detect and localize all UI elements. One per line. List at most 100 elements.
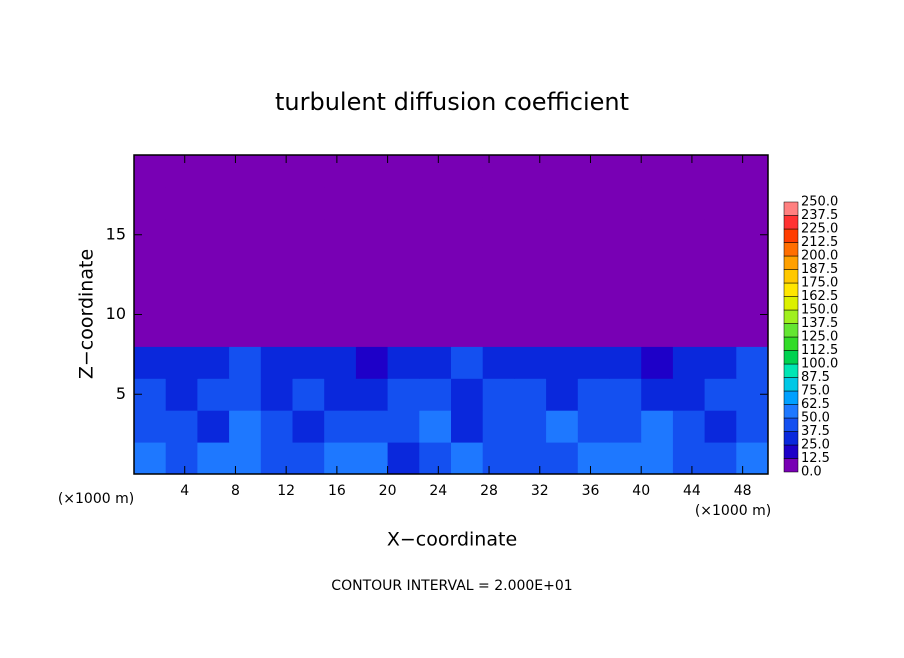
field-cell bbox=[451, 250, 484, 284]
colorbar-swatch bbox=[783, 255, 799, 270]
field-cell bbox=[324, 282, 357, 315]
field-cell bbox=[451, 314, 484, 347]
field-cell bbox=[134, 155, 167, 188]
field-cell bbox=[641, 155, 674, 188]
field-cell bbox=[292, 314, 325, 347]
field-cell bbox=[419, 314, 452, 347]
field-cell bbox=[577, 218, 610, 252]
field-cell bbox=[514, 186, 547, 220]
colorbar-swatch bbox=[783, 431, 799, 446]
x-axis-label: X−coordinate bbox=[387, 529, 517, 551]
field-cell bbox=[704, 218, 737, 252]
field-cell bbox=[260, 314, 293, 347]
field-cell bbox=[260, 155, 293, 188]
field-cell bbox=[482, 218, 515, 252]
field-cell bbox=[546, 314, 579, 347]
x-tick-label: 12 bbox=[277, 483, 295, 499]
field-cell bbox=[641, 186, 674, 220]
field-cell bbox=[419, 410, 452, 443]
field-cell bbox=[672, 314, 706, 347]
x-tick-label: 48 bbox=[734, 483, 752, 499]
field-cell bbox=[419, 378, 452, 411]
x-tick-label: 24 bbox=[429, 483, 447, 499]
field-cell bbox=[419, 155, 452, 188]
x-tick-label: 36 bbox=[582, 483, 600, 499]
field-cell bbox=[451, 186, 484, 220]
field-cell bbox=[704, 314, 737, 347]
annotation: CONTOUR INTERVAL = 2.000E+01 bbox=[331, 578, 572, 594]
field-cell bbox=[641, 218, 674, 252]
colorbar-swatch bbox=[783, 350, 799, 365]
field-cell bbox=[355, 314, 389, 347]
x-unit: (×1000 m) bbox=[695, 503, 771, 519]
colorbar-swatch bbox=[783, 377, 799, 392]
field-cell bbox=[609, 186, 642, 220]
field-cell bbox=[134, 346, 167, 379]
field-cell bbox=[546, 282, 579, 315]
colorbar-label: 225.0 bbox=[801, 222, 838, 237]
field-cell bbox=[609, 346, 642, 379]
field-cell bbox=[609, 378, 642, 411]
colorbar-swatch bbox=[783, 269, 799, 284]
field-cell bbox=[641, 250, 674, 284]
field-cell bbox=[577, 250, 610, 284]
field-cell bbox=[355, 218, 389, 252]
colorbar-swatch bbox=[783, 363, 799, 378]
x-tick-label: 16 bbox=[328, 483, 346, 499]
field-cell bbox=[134, 442, 167, 475]
field-cell bbox=[292, 282, 325, 315]
field-cell bbox=[324, 442, 357, 475]
colorbar-label: 187.5 bbox=[801, 262, 838, 277]
field-cell bbox=[387, 218, 420, 252]
field-cell bbox=[165, 218, 198, 252]
field-cell bbox=[514, 442, 547, 475]
field-cell bbox=[260, 410, 293, 443]
field-cell bbox=[229, 155, 262, 188]
field-cell bbox=[546, 155, 579, 188]
colorbar-label: 125.0 bbox=[801, 330, 838, 345]
field-cell bbox=[577, 314, 610, 347]
field-cell bbox=[482, 442, 515, 475]
field-cell bbox=[672, 218, 706, 252]
colorbar-label: 37.5 bbox=[801, 424, 830, 439]
colorbar-label: 87.5 bbox=[801, 370, 830, 385]
field-cell bbox=[736, 155, 769, 188]
field-cell bbox=[355, 186, 389, 220]
field-cell bbox=[514, 218, 547, 252]
field-cell bbox=[514, 314, 547, 347]
colorbar-label: 50.0 bbox=[801, 411, 830, 426]
field-cell bbox=[197, 186, 230, 220]
field-cell bbox=[419, 218, 452, 252]
field-cell bbox=[641, 442, 674, 475]
field-cell bbox=[324, 218, 357, 252]
field-cell bbox=[704, 442, 737, 475]
field-cell bbox=[197, 314, 230, 347]
x-tick-label: 20 bbox=[379, 483, 397, 499]
field-cell bbox=[260, 282, 293, 315]
field-cell bbox=[324, 314, 357, 347]
y-unit: (×1000 m) bbox=[58, 491, 134, 507]
field-cell bbox=[165, 282, 198, 315]
field-cell bbox=[387, 250, 420, 284]
field-cell bbox=[451, 282, 484, 315]
field-cell bbox=[482, 155, 515, 188]
field-cell bbox=[641, 346, 674, 379]
field-cell bbox=[292, 442, 325, 475]
field-cell bbox=[672, 378, 706, 411]
x-tick-label: 40 bbox=[632, 483, 650, 499]
field-cell bbox=[387, 378, 420, 411]
field-cell bbox=[704, 186, 737, 220]
field-cell bbox=[229, 378, 262, 411]
field-cell bbox=[324, 155, 357, 188]
colorbar-label: 150.0 bbox=[801, 303, 838, 318]
field-cell bbox=[387, 314, 420, 347]
colorbar-swatch bbox=[783, 458, 799, 473]
colorbar-swatch bbox=[783, 390, 799, 405]
colorbar-label: 250.0 bbox=[801, 195, 838, 210]
field-cell bbox=[419, 186, 452, 220]
colorbar-label: 212.5 bbox=[801, 235, 838, 250]
field-cell bbox=[419, 346, 452, 379]
field-cell bbox=[134, 250, 167, 284]
colorbar-label: 200.0 bbox=[801, 249, 838, 264]
colorbar-swatch bbox=[783, 417, 799, 432]
